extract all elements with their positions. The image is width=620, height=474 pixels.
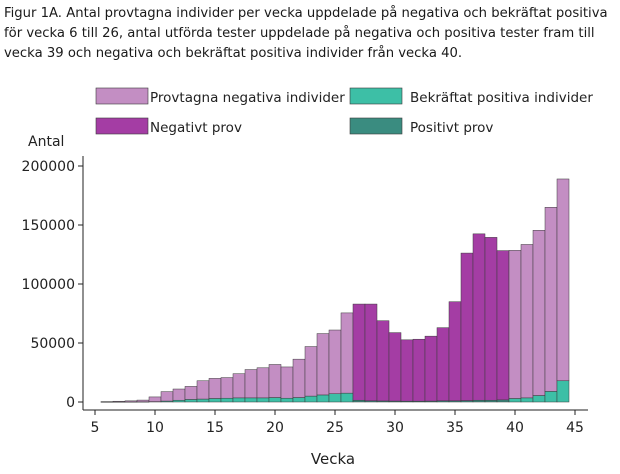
bar-negative-week-25 [328, 329, 342, 394]
bar-positive-week-22 [292, 397, 306, 403]
bar-negative-week-36 [460, 252, 474, 401]
bar-negative-week-13 [184, 386, 198, 400]
x-tick-label-45: 45 [566, 420, 584, 436]
bar-negative-week-42 [532, 230, 546, 396]
bar-positive-week-23 [304, 395, 318, 403]
y-tick-label-100000: 100000 [22, 277, 75, 293]
bar-negative-week-35 [448, 301, 462, 402]
bar-negative-week-30 [388, 332, 402, 402]
bar-negative-week-26 [340, 312, 354, 394]
legend-label-negativt-prov: Negativt prov [150, 120, 242, 136]
bar-negative-week-31 [400, 339, 414, 402]
bar-positive-week-25 [328, 393, 342, 403]
bar-negative-week-28 [364, 303, 378, 402]
x-tick-label-40: 40 [506, 420, 524, 436]
bar-positive-week-40 [508, 398, 522, 403]
bars [100, 178, 570, 403]
bar-negative-week-34 [436, 327, 450, 402]
bar-negative-week-11 [160, 391, 174, 402]
bar-positive-week-44 [556, 380, 570, 403]
bar-negative-week-18 [244, 369, 258, 399]
bar-negative-week-17 [232, 373, 246, 399]
x-tick-label-15: 15 [206, 420, 224, 436]
bar-negative-week-23 [304, 346, 318, 397]
legend-swatch-positivt-prov [349, 117, 403, 135]
y-axis-label: Antal [28, 134, 64, 150]
bar-negative-week-16 [220, 377, 234, 399]
x-tick-label-35: 35 [446, 420, 464, 436]
bar-negative-week-10 [148, 396, 162, 402]
x-tick-label-20: 20 [266, 420, 284, 436]
bar-negative-week-38 [484, 237, 498, 401]
bar-negative-week-15 [208, 378, 222, 399]
bar-negative-week-19 [256, 367, 270, 399]
bar-negative-week-14 [196, 380, 210, 400]
bar-negative-week-8 [124, 400, 138, 403]
bar-negative-week-43 [544, 207, 558, 392]
bar-negative-week-29 [376, 320, 390, 402]
y-tick-label-200000: 200000 [22, 159, 75, 175]
x-tick-label-5: 5 [91, 420, 100, 436]
x-tick-label-10: 10 [146, 420, 164, 436]
bar-positive-week-24 [316, 394, 330, 403]
bar-positive-week-37 [472, 399, 486, 403]
bar-negative-week-40 [508, 250, 522, 399]
bar-positive-week-17 [232, 397, 246, 403]
bar-positive-week-41 [520, 397, 534, 403]
legend-swatch-provtagna-negativa [95, 87, 149, 105]
y-tick-label-50000: 50000 [30, 336, 75, 352]
legend: Provtagna negativa individer Bekräftat p… [95, 87, 593, 136]
x-axis-label: Vecka [311, 450, 355, 468]
legend-label-bekraftat-positiva: Bekräftat positiva individer [410, 90, 593, 106]
bar-negative-week-21 [280, 366, 294, 399]
bar-positive-week-19 [256, 397, 270, 403]
legend-label-provtagna-negativa: Provtagna negativa individer [150, 90, 345, 106]
axes: 0 50000 100000 150000 200000 5 10 15 20 25 30 35 40 4… [22, 156, 588, 436]
bar-positive-week-12 [172, 399, 186, 403]
y-tick-label-0: 0 [66, 395, 75, 411]
bar-negative-week-24 [316, 333, 330, 396]
bar-positive-week-26 [340, 392, 354, 403]
x-tick-label-30: 30 [386, 420, 404, 436]
bar-positive-week-20 [268, 397, 282, 403]
bar-negative-week-7 [112, 400, 126, 403]
bar-positive-week-38 [484, 399, 498, 403]
bar-positive-week-16 [220, 397, 234, 403]
bar-positive-week-18 [244, 397, 258, 403]
bar-negative-week-20 [268, 364, 282, 398]
bar-negative-week-41 [520, 244, 534, 399]
legend-label-positivt-prov: Positivt prov [410, 120, 493, 136]
figure-caption: Figur 1A. Antal provtagna individer per … [4, 6, 608, 61]
x-tick-label-25: 25 [326, 420, 344, 436]
bar-negative-week-37 [472, 233, 486, 401]
bar-negative-week-39 [496, 250, 510, 401]
bar-negative-week-33 [424, 335, 438, 402]
bar-negative-week-22 [292, 358, 306, 398]
bar-positive-week-43 [544, 391, 558, 403]
legend-swatch-negativt-prov [95, 117, 149, 135]
bar-negative-week-32 [412, 338, 426, 402]
bar-positive-week-14 [196, 398, 210, 403]
bar-negative-week-44 [556, 178, 570, 382]
bar-positive-week-27 [352, 399, 366, 403]
bar-positive-week-21 [280, 397, 294, 403]
y-tick-label-150000: 150000 [22, 218, 75, 234]
bar-negative-week-12 [172, 388, 186, 401]
bar-positive-week-13 [184, 399, 198, 403]
bar-negative-week-27 [352, 303, 366, 401]
bar-negative-week-9 [136, 399, 150, 403]
bar-positive-week-42 [532, 395, 546, 403]
legend-swatch-bekraftat-positiva [349, 87, 403, 105]
bar-positive-week-39 [496, 399, 510, 403]
bar-positive-week-15 [208, 398, 222, 403]
stacked-bar-chart: Provtagna negativa individer Bekräftat p… [22, 87, 593, 468]
